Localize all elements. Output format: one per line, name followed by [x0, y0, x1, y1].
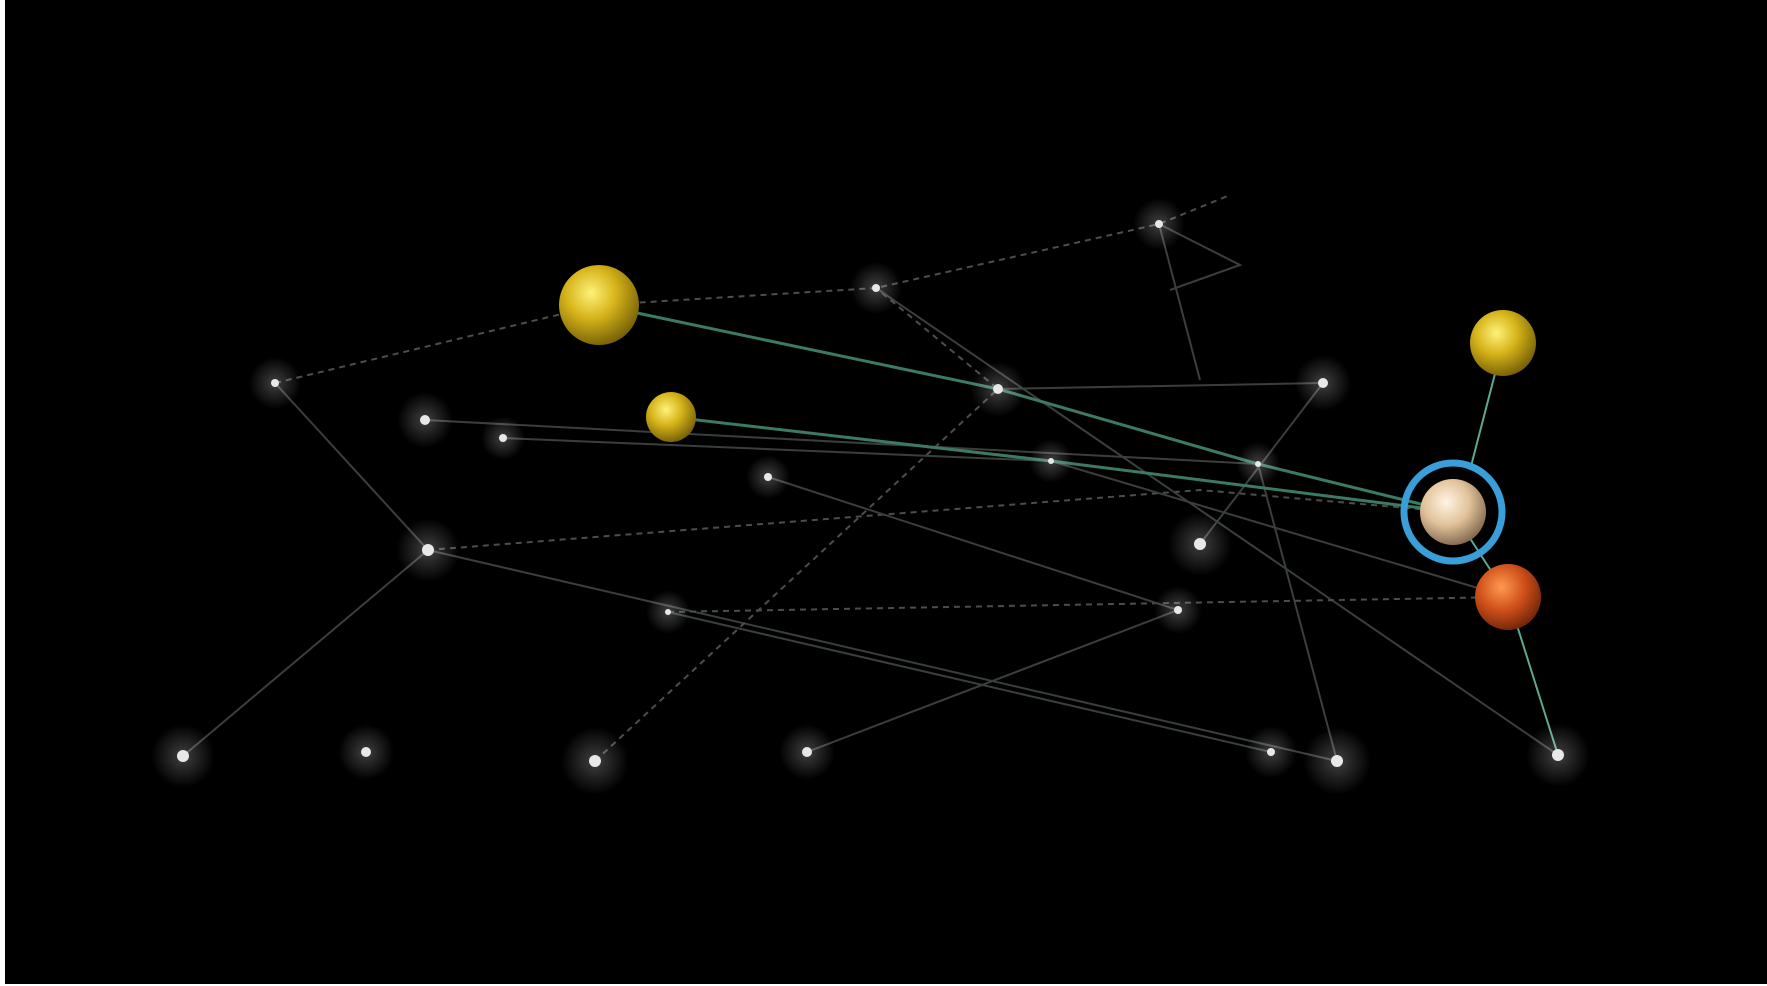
node [1236, 442, 1280, 486]
node [646, 590, 690, 634]
node-large [646, 392, 696, 442]
node [850, 262, 902, 314]
node [397, 392, 453, 448]
node [1245, 726, 1297, 778]
node-large [1470, 310, 1536, 376]
node-selected[interactable] [1420, 479, 1486, 545]
node [338, 724, 394, 780]
node [1168, 512, 1232, 576]
node [779, 724, 835, 780]
node [561, 727, 629, 795]
node [1029, 439, 1073, 483]
node-large [559, 265, 639, 345]
node [249, 357, 301, 409]
node [396, 518, 460, 582]
node [1303, 727, 1371, 795]
node [1295, 355, 1351, 411]
network-view [0, 0, 1767, 986]
node [746, 455, 790, 499]
page [0, 0, 1767, 986]
node [151, 724, 215, 788]
node [1133, 198, 1185, 250]
node [970, 361, 1026, 417]
node [481, 416, 525, 460]
node [1154, 586, 1202, 634]
node [1526, 723, 1590, 787]
node-large [1475, 564, 1541, 630]
